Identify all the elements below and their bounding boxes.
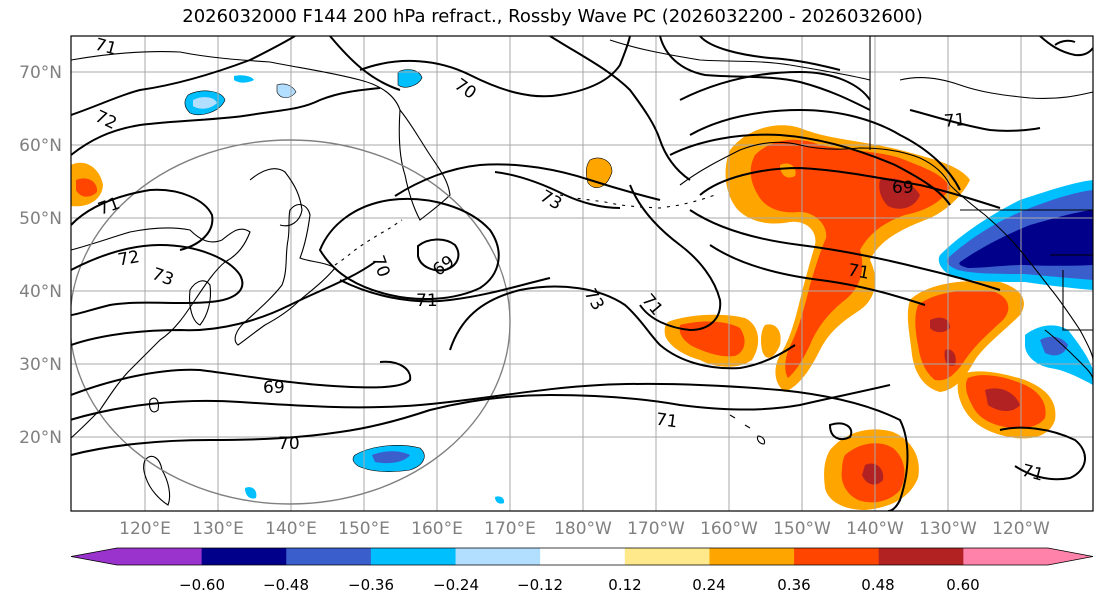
lat-label: 50°N (19, 209, 62, 229)
colorbar-label: 0.24 (692, 576, 725, 594)
colorbar-segment (878, 548, 964, 565)
contour-label: 71 (655, 410, 679, 433)
colorbar-label: 0.48 (861, 576, 894, 594)
lat-label: 40°N (19, 282, 62, 302)
contour-label: 69 (892, 178, 914, 198)
contour-label: 70 (278, 434, 300, 454)
lon-label: 150°E (338, 519, 390, 539)
lat-label: 60°N (19, 136, 62, 156)
lat-axis-labels: 70°N 60°N 50°N 40°N 30°N 20°N (19, 63, 62, 448)
lon-label: 170°W (627, 519, 685, 539)
colorbar-arrow-high (1048, 548, 1093, 565)
lon-label: 130°W (919, 519, 977, 539)
contour-label: 71 (846, 260, 871, 283)
lon-label: 120°E (119, 519, 171, 539)
contours (71, 36, 1093, 511)
colorbar-label: −0.12 (517, 576, 563, 594)
lon-label: 140°W (846, 519, 904, 539)
colorbar-outline (70, 547, 1094, 566)
map-panel: 71 70 72 71 72 73 73 70 69 71 73 71 69 7… (71, 35, 1093, 511)
colorbar-segment (455, 548, 541, 565)
colorbar-segment (201, 548, 287, 565)
colorbar-segment (963, 548, 1049, 565)
lon-axis-labels: 120°E 130°E 140°E 150°E 160°E 170°E 180°… (119, 519, 1050, 539)
lat-label: 70°N (19, 63, 62, 83)
contour-label: 72 (116, 247, 141, 270)
colorbar (70, 547, 1094, 566)
lat-label: 20°N (19, 428, 62, 448)
lon-label: 130°E (192, 519, 244, 539)
colorbar-label: −0.60 (179, 576, 225, 594)
map-frame (70, 35, 1094, 512)
lon-label: 150°W (773, 519, 831, 539)
lon-label: 170°E (484, 519, 536, 539)
colorbar-segment (709, 548, 795, 565)
contour-label: 71 (943, 110, 966, 132)
colorbar-segment (286, 548, 372, 565)
region-circle (71, 139, 511, 505)
colorbar-label: 0.36 (777, 576, 810, 594)
colorbar-labels: −0.60 −0.48 −0.36 −0.24 −0.12 0.12 0.24 … (179, 576, 980, 594)
colorbar-segment (794, 548, 880, 565)
contour-label: 69 (263, 378, 285, 398)
lon-label: 160°W (700, 519, 758, 539)
map-title: 2026032000 F144 200 hPa refract., Rossby… (182, 6, 923, 27)
colorbar-label: 0.12 (608, 576, 641, 594)
colorbar-segment (540, 548, 626, 565)
contour-label: 71 (93, 35, 119, 60)
lon-label: 140°E (265, 519, 317, 539)
colorbar-segment (117, 548, 203, 565)
colorbar-segment (624, 548, 710, 565)
lon-label: 160°E (411, 519, 463, 539)
lat-label: 30°N (19, 355, 62, 375)
colorbar-segment (370, 548, 457, 565)
lon-label: 180°W (554, 519, 612, 539)
lon-label: 120°W (992, 519, 1050, 539)
contour-label: 71 (416, 291, 438, 311)
colorbar-arrow-low (71, 548, 117, 565)
colorbar-label: −0.24 (433, 576, 479, 594)
colorbar-label: −0.48 (263, 576, 309, 594)
colorbar-label: 0.60 (946, 576, 979, 594)
colorbar-label: −0.36 (348, 576, 394, 594)
